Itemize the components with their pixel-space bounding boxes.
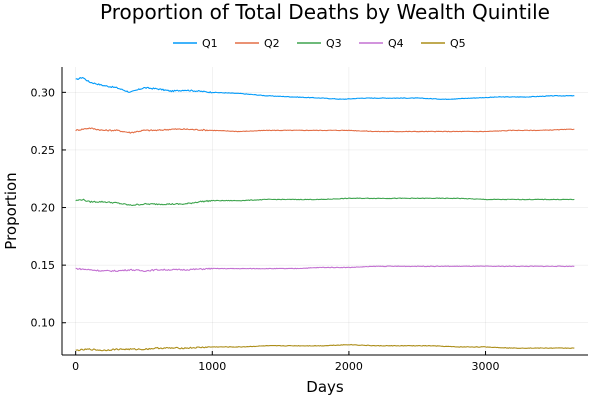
y-tick-label: 0.25: [31, 144, 56, 157]
y-tick-label: 0.20: [31, 202, 56, 215]
legend-label-q3: Q3: [326, 37, 342, 50]
legend-label-q2: Q2: [264, 37, 280, 50]
series-line-q2: [75, 127, 575, 134]
legend-label-q4: Q4: [388, 37, 404, 50]
y-tick-label: 0.10: [31, 317, 56, 330]
chart-title: Proportion of Total Deaths by Wealth Qui…: [100, 0, 550, 24]
x-tick-label: 3000: [472, 360, 500, 373]
series-line-q5: [75, 343, 575, 352]
series-line-q3: [75, 197, 575, 206]
series-layer: [75, 77, 575, 352]
axes: 0 1000 2000 3000 0.10 0.15 0.20 0.25 0.30: [31, 67, 588, 373]
legend: Q1 Q2 Q3 Q4 Q5: [173, 37, 466, 50]
x-tick-label: 0: [72, 360, 79, 373]
x-tick-label: 2000: [335, 360, 363, 373]
series-line-q4: [75, 265, 575, 273]
y-tick-label: 0.15: [31, 259, 56, 272]
legend-label-q5: Q5: [450, 37, 466, 50]
series-line-q1: [75, 77, 575, 100]
legend-label-q1: Q1: [202, 37, 218, 50]
x-tick-label: 1000: [198, 360, 226, 373]
grid: [62, 67, 588, 355]
y-tick-label: 0.30: [31, 86, 56, 99]
x-axis-label: Days: [306, 378, 344, 396]
y-axis-label: Proportion: [2, 172, 20, 249]
